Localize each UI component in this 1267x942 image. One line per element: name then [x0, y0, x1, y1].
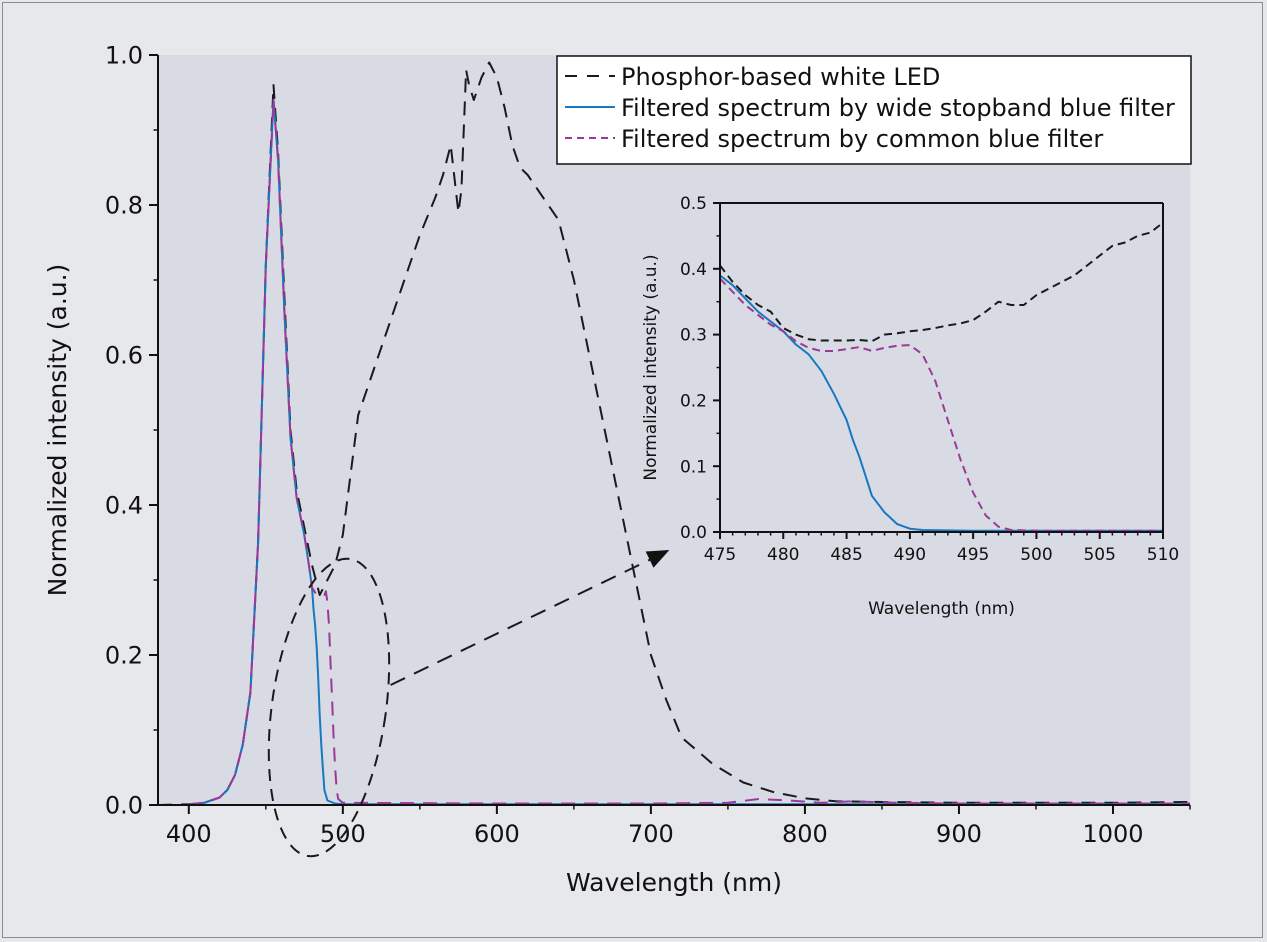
inset-x-tick-label: 485	[830, 545, 862, 565]
zoom-ellipse	[267, 557, 391, 858]
main-y-tick-label: 0.8	[105, 192, 143, 220]
legend: Phosphor-based white LED Filtered spectru…	[556, 55, 1192, 165]
zoom-annotations	[267, 550, 670, 858]
main-y-tick-label: 0.2	[105, 642, 143, 670]
inset-x-tick-label: 490	[894, 545, 926, 565]
inset-y-tick-label: 0.0	[680, 523, 707, 543]
main-y-axis-label: Normalized intensity (a.u.)	[43, 264, 72, 597]
main-x-tick-label: 600	[474, 820, 520, 848]
inset-x-tick-label: 505	[1083, 545, 1115, 565]
inset-x-tick-label: 510	[1147, 545, 1179, 565]
legend-label-filtered-spectrum-by-wide-stopband-blue-filter: Filtered spectrum by wide stopband blue …	[621, 94, 1175, 122]
main-y-tick-label: 1.0	[105, 42, 143, 70]
inset-y-tick-label: 0.3	[680, 326, 707, 346]
main-y-tick-label: 0.4	[105, 492, 143, 520]
inset-series-group	[720, 221, 1163, 532]
inset-chart: 475 480 485 490 495 500 505 510 0.0 0.1 0.2 0.3 0.4 0…	[641, 194, 1179, 619]
legend-label-phosphor-based-white-led: Phosphor-based white LED	[621, 63, 940, 91]
inset-y-tick-label: 0.4	[680, 260, 707, 280]
inset-y-tick-label: 0.2	[680, 392, 707, 412]
inset-y-tick-label: 0.1	[680, 457, 707, 477]
legend-label-filtered-spectrum-by-common-blue-filter: Filtered spectrum by common blue filter	[621, 125, 1103, 153]
inset-x-tick-label: 500	[1020, 545, 1052, 565]
inset-series-phosphor-based-white-led	[720, 221, 1163, 343]
main-y-tick-label: 0.0	[105, 792, 143, 820]
main-x-tick-label: 400	[166, 820, 212, 848]
main-x-tick-label: 800	[782, 820, 828, 848]
inset-plot-area	[720, 203, 1163, 532]
main-x-axis-label: Wavelength (nm)	[566, 868, 782, 897]
zoom-arrow-head	[645, 550, 670, 568]
main-series-phosphor-based-white-led	[158, 61, 1190, 806]
zoom-arrow-line	[390, 558, 652, 686]
inset-y-tick-label: 0.5	[680, 194, 707, 214]
main-x-tick-label: 700	[628, 820, 674, 848]
inset-x-axis-label: Wavelength (nm)	[868, 599, 1015, 619]
main-y-tick-label: 0.6	[105, 342, 143, 370]
inset-x-tick-label: 480	[767, 545, 799, 565]
main-x-tick-label: 900	[936, 820, 982, 848]
inset-series-filtered-spectrum-by-common-blue-filter	[720, 278, 1163, 532]
main-series-filtered-spectrum-by-common-blue-filter	[188, 99, 1190, 806]
inset-x-tick-label: 495	[957, 545, 989, 565]
main-x-tick-label: 1000	[1082, 820, 1143, 848]
inset-y-axis-label: Normalized intensity (a.u.)	[641, 254, 661, 480]
inset-x-tick-label: 475	[704, 545, 736, 565]
inset-series-filtered-spectrum-by-wide-stopband-blue-filter	[720, 274, 1163, 532]
legend-box	[556, 55, 1192, 165]
